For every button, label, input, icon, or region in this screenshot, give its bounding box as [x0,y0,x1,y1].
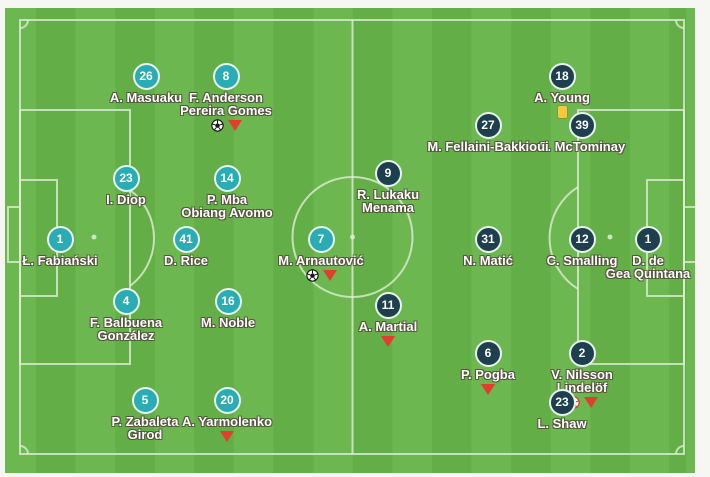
player-status-icons [303,334,473,348]
player-name: A. Masuaku [109,89,183,105]
player-number-circle[interactable]: 1 [634,225,662,253]
player-marker: 16 M. Noble [143,287,313,330]
player-name: R. Lukaku Menama [356,186,420,215]
corner-arc [19,19,29,29]
sub-off-icon [481,383,495,395]
center-spot [350,234,355,240]
player-number-circle[interactable]: 5 [131,386,159,414]
right-penalty-spot [607,234,613,240]
player-number-circle[interactable]: 23 [112,164,140,192]
goal-icon [210,119,224,132]
player-name: A. Young [534,89,590,105]
player-marker: 9 R. Lukaku Menama [303,159,473,215]
player-number-circle[interactable]: 4 [112,287,140,315]
corner-arc [675,19,685,29]
player-marker: 23 L. Shaw [477,388,647,431]
player-name: Ł. Fabiański [22,252,98,268]
player-marker: 20 A. Yarmolenko [142,386,312,444]
player-name: M. Noble [200,314,256,330]
left-penalty-spot [91,234,97,240]
player-number-circle[interactable]: 8 [212,62,240,90]
player-number-circle[interactable]: 20 [213,386,241,414]
left-penalty-arc [129,189,155,287]
player-number-circle[interactable]: 2 [568,339,596,367]
player-name: M. Arnautović [278,252,364,268]
player-name: S. McTominay [538,138,626,154]
player-name: M. Fellaini-Bakkioui [427,138,549,154]
player-status-icons [403,382,573,396]
player-name: A. Martial [358,318,418,334]
player-number-circle[interactable]: 41 [172,225,200,253]
player-name: P. Zabaleta Girod [111,413,179,442]
player-number-circle[interactable]: 7 [307,225,335,253]
player-marker: 5 P. Zabaleta Girod [60,386,230,442]
player-name: D. de Gea Quintana [605,252,691,281]
player-name: I. Diop [106,191,146,207]
player-marker: 1 D. de Gea Quintana [563,225,710,281]
sub-off-icon [220,430,234,442]
right-penalty-arc [548,186,579,290]
player-number-circle[interactable]: 6 [474,339,502,367]
player-name: L. Shaw [537,415,587,431]
corner-arc [675,445,685,455]
center-circle [291,176,414,298]
player-marker: 6 P. Pogba [403,339,573,397]
yellow-card-icon [557,106,567,118]
player-name: F. Balbuena González [89,314,163,343]
pitch: 1 Ł. Fabiański 26 A. Masuaku 8 F. Anderson Per… [5,8,695,473]
player-name: D. Rice [163,252,209,268]
player-number-circle[interactable]: 39 [568,111,596,139]
player-name: A. Yarmolenko [181,413,273,429]
player-marker: 26 A. Masuaku [61,62,231,105]
player-marker: 1 Ł. Fabiański [0,225,145,268]
player-marker: 31 N. Matić [403,225,573,268]
player-number-circle[interactable]: 23 [548,388,576,416]
player-marker: 12 C. Smalling [497,225,667,268]
player-marker: 18 A. Young [477,62,647,120]
player-status-icons [236,268,406,282]
player-name: P. Pogba [461,366,515,382]
player-number-circle[interactable]: 14 [213,164,241,192]
player-marker: 4 F. Balbuena González [41,287,211,343]
player-number-circle[interactable]: 27 [474,111,502,139]
player-number-circle[interactable]: 11 [374,291,402,319]
corner-arc [19,445,29,455]
player-name: P. Mba Obiang Avomo [181,191,273,220]
player-marker: 41 D. Rice [101,225,271,268]
right-goal [683,206,695,263]
goal-icon [305,268,319,282]
player-number-circle[interactable]: 18 [548,62,576,90]
player-status-icons [477,105,647,119]
player-number-circle[interactable]: 26 [132,62,160,90]
player-number-circle[interactable]: 31 [474,225,502,253]
player-number-circle[interactable]: 12 [568,225,596,253]
sub-off-icon [381,335,395,347]
player-status-icons [142,429,312,443]
player-number-circle[interactable]: 1 [46,225,74,253]
sub-off-icon [227,120,242,131]
left-goal [7,206,21,263]
player-marker: 7 M. Arnautović [236,225,406,283]
player-name: N. Matić [463,252,513,268]
player-marker: 27 M. Fellaini-Bakkioui [403,111,573,154]
player-marker: 11 A. Martial [303,291,473,349]
player-marker: 23 I. Diop [41,164,211,207]
player-marker: 14 P. Mba Obiang Avomo [142,164,312,220]
player-name: F. Anderson Pereira Gomes [180,89,272,118]
sub-off-icon [322,269,337,281]
sub-off-icon [583,397,598,408]
player-number-circle[interactable]: 16 [214,287,242,315]
player-name: C. Smalling [546,252,618,268]
player-marker: 8 F. Anderson Pereira Gomes [141,62,311,133]
player-number-circle[interactable]: 9 [374,159,402,187]
player-marker: 39 S. McTominay [497,111,667,154]
player-status-icons [141,119,311,133]
